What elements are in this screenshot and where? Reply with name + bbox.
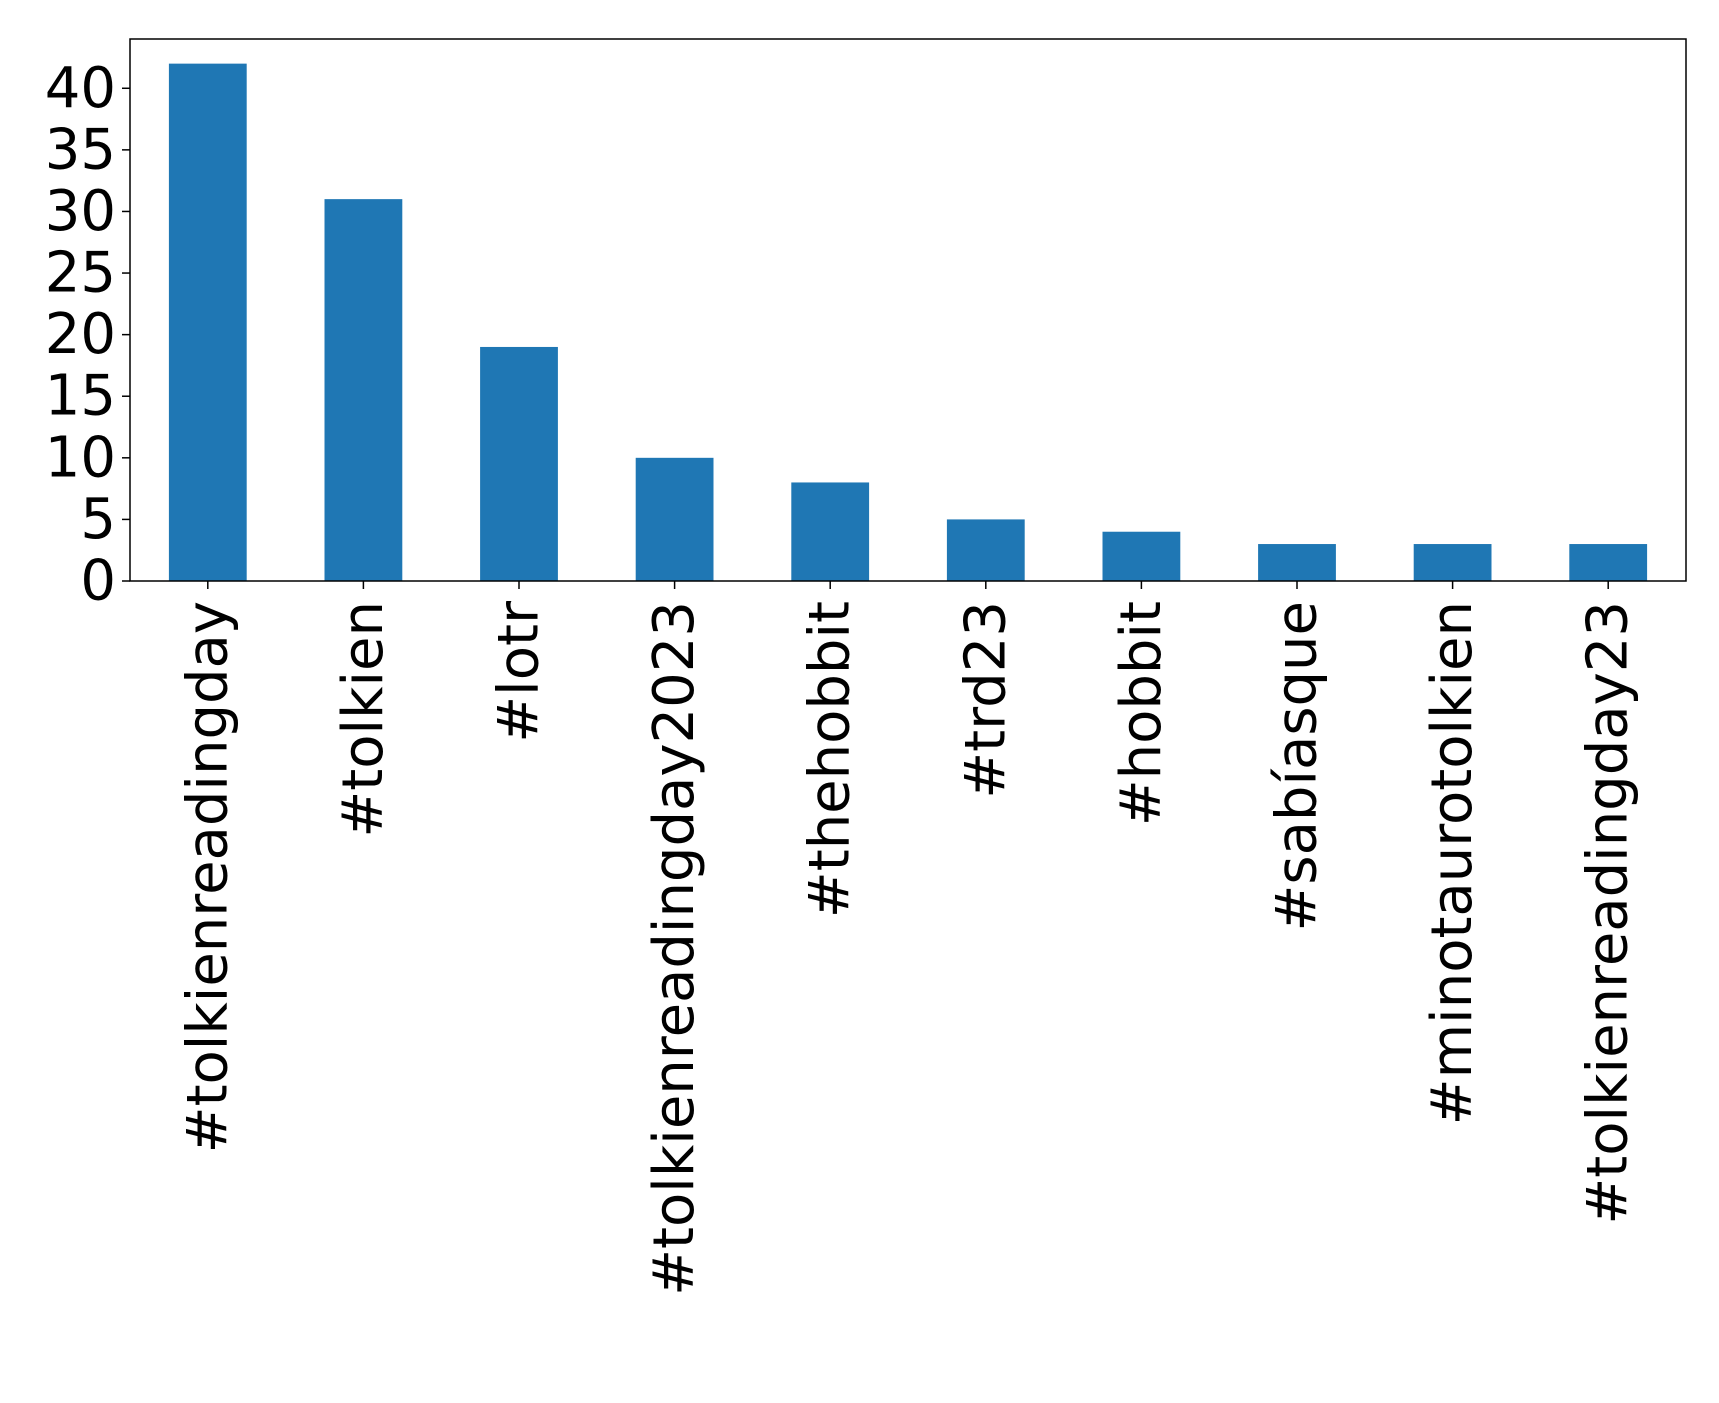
x-axis: #tolkienreadingday #tolkien #lotr #tolkienr…: [175, 581, 1641, 1296]
plot-frame: [129, 38, 1687, 582]
x-tick-label: #tolkienreadingday: [175, 601, 240, 1153]
x-tick-label: #tolkien: [331, 601, 396, 838]
bar: [168, 63, 247, 582]
y-tick-label: 10: [45, 425, 116, 490]
y-tick-label: 25: [45, 241, 116, 306]
bar: [946, 519, 1025, 581]
bar: [1413, 544, 1492, 581]
bar: [791, 482, 870, 581]
bar: [324, 199, 403, 582]
y-tick-label: 20: [45, 302, 116, 367]
bar: [635, 457, 714, 581]
y-tick-label: 35: [45, 117, 116, 182]
bar: [1569, 544, 1648, 581]
bar: [1102, 531, 1181, 581]
x-tick-label: #hobbit: [1109, 601, 1174, 826]
bar: [480, 346, 558, 581]
x-tick-label: #trd23: [953, 601, 1018, 799]
y-tick-label: 40: [45, 56, 116, 121]
x-tick-label: #tolkienreadingday23: [1576, 601, 1641, 1225]
y-tick-label: 15: [45, 364, 116, 429]
bar: [1258, 544, 1336, 581]
x-tick-label: #lotr: [487, 600, 552, 743]
x-tick-label: #tolkienreadingday2023: [642, 601, 707, 1296]
y-tick-label: 5: [80, 487, 116, 552]
y-tick-label: 0: [80, 549, 116, 614]
x-tick-label: #minotaurotolkien: [1420, 601, 1485, 1125]
y-tick-label: 30: [45, 179, 116, 244]
bars-group: [168, 63, 1648, 582]
x-tick-label: #thehobbit: [798, 601, 863, 918]
x-tick-label: #sabíasque: [1265, 601, 1330, 932]
